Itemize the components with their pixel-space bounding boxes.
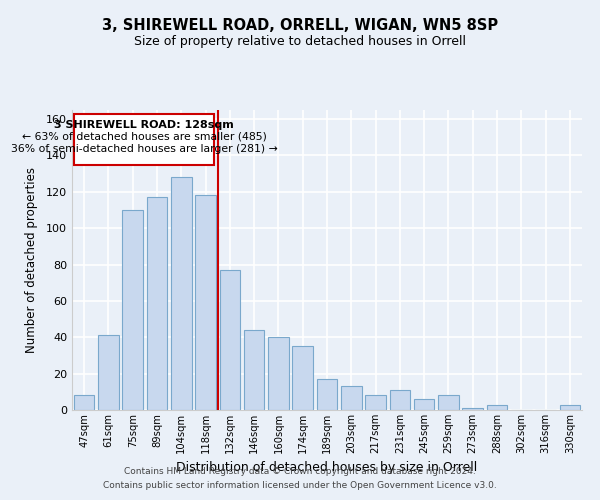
Bar (98, 336, 119, 410)
Bar (122, 210, 143, 410)
Text: Contains HM Land Registry data © Crown copyright and database right 2024.: Contains HM Land Registry data © Crown c… (124, 467, 476, 476)
Bar (438, 396, 459, 410)
FancyBboxPatch shape (74, 114, 214, 164)
Bar (389, 390, 410, 410)
Bar (171, 178, 191, 410)
Bar (414, 399, 434, 410)
Text: 36% of semi-detached houses are larger (281) →: 36% of semi-detached houses are larger (… (11, 144, 278, 154)
Y-axis label: Number of detached properties: Number of detached properties (25, 167, 38, 353)
Text: Contains public sector information licensed under the Open Government Licence v3: Contains public sector information licen… (103, 481, 497, 490)
Bar (244, 330, 265, 410)
Bar (487, 404, 508, 410)
Bar (317, 379, 337, 410)
Bar (74, 396, 94, 410)
Bar (365, 396, 386, 410)
X-axis label: Distribution of detached houses by size in Orrell: Distribution of detached houses by size … (176, 462, 478, 474)
Bar (195, 196, 216, 410)
Bar (268, 338, 289, 410)
Bar (463, 408, 483, 410)
Bar (341, 386, 362, 410)
Text: 3 SHIREWELL ROAD: 128sqm: 3 SHIREWELL ROAD: 128sqm (55, 120, 234, 130)
Text: Size of property relative to detached houses in Orrell: Size of property relative to detached ho… (134, 35, 466, 48)
Bar (220, 270, 240, 410)
Bar (292, 346, 313, 410)
Text: 3, SHIREWELL ROAD, ORRELL, WIGAN, WN5 8SP: 3, SHIREWELL ROAD, ORRELL, WIGAN, WN5 8S… (102, 18, 498, 32)
Bar (560, 404, 580, 410)
Text: ← 63% of detached houses are smaller (485): ← 63% of detached houses are smaller (48… (22, 132, 266, 141)
Bar (146, 198, 167, 410)
